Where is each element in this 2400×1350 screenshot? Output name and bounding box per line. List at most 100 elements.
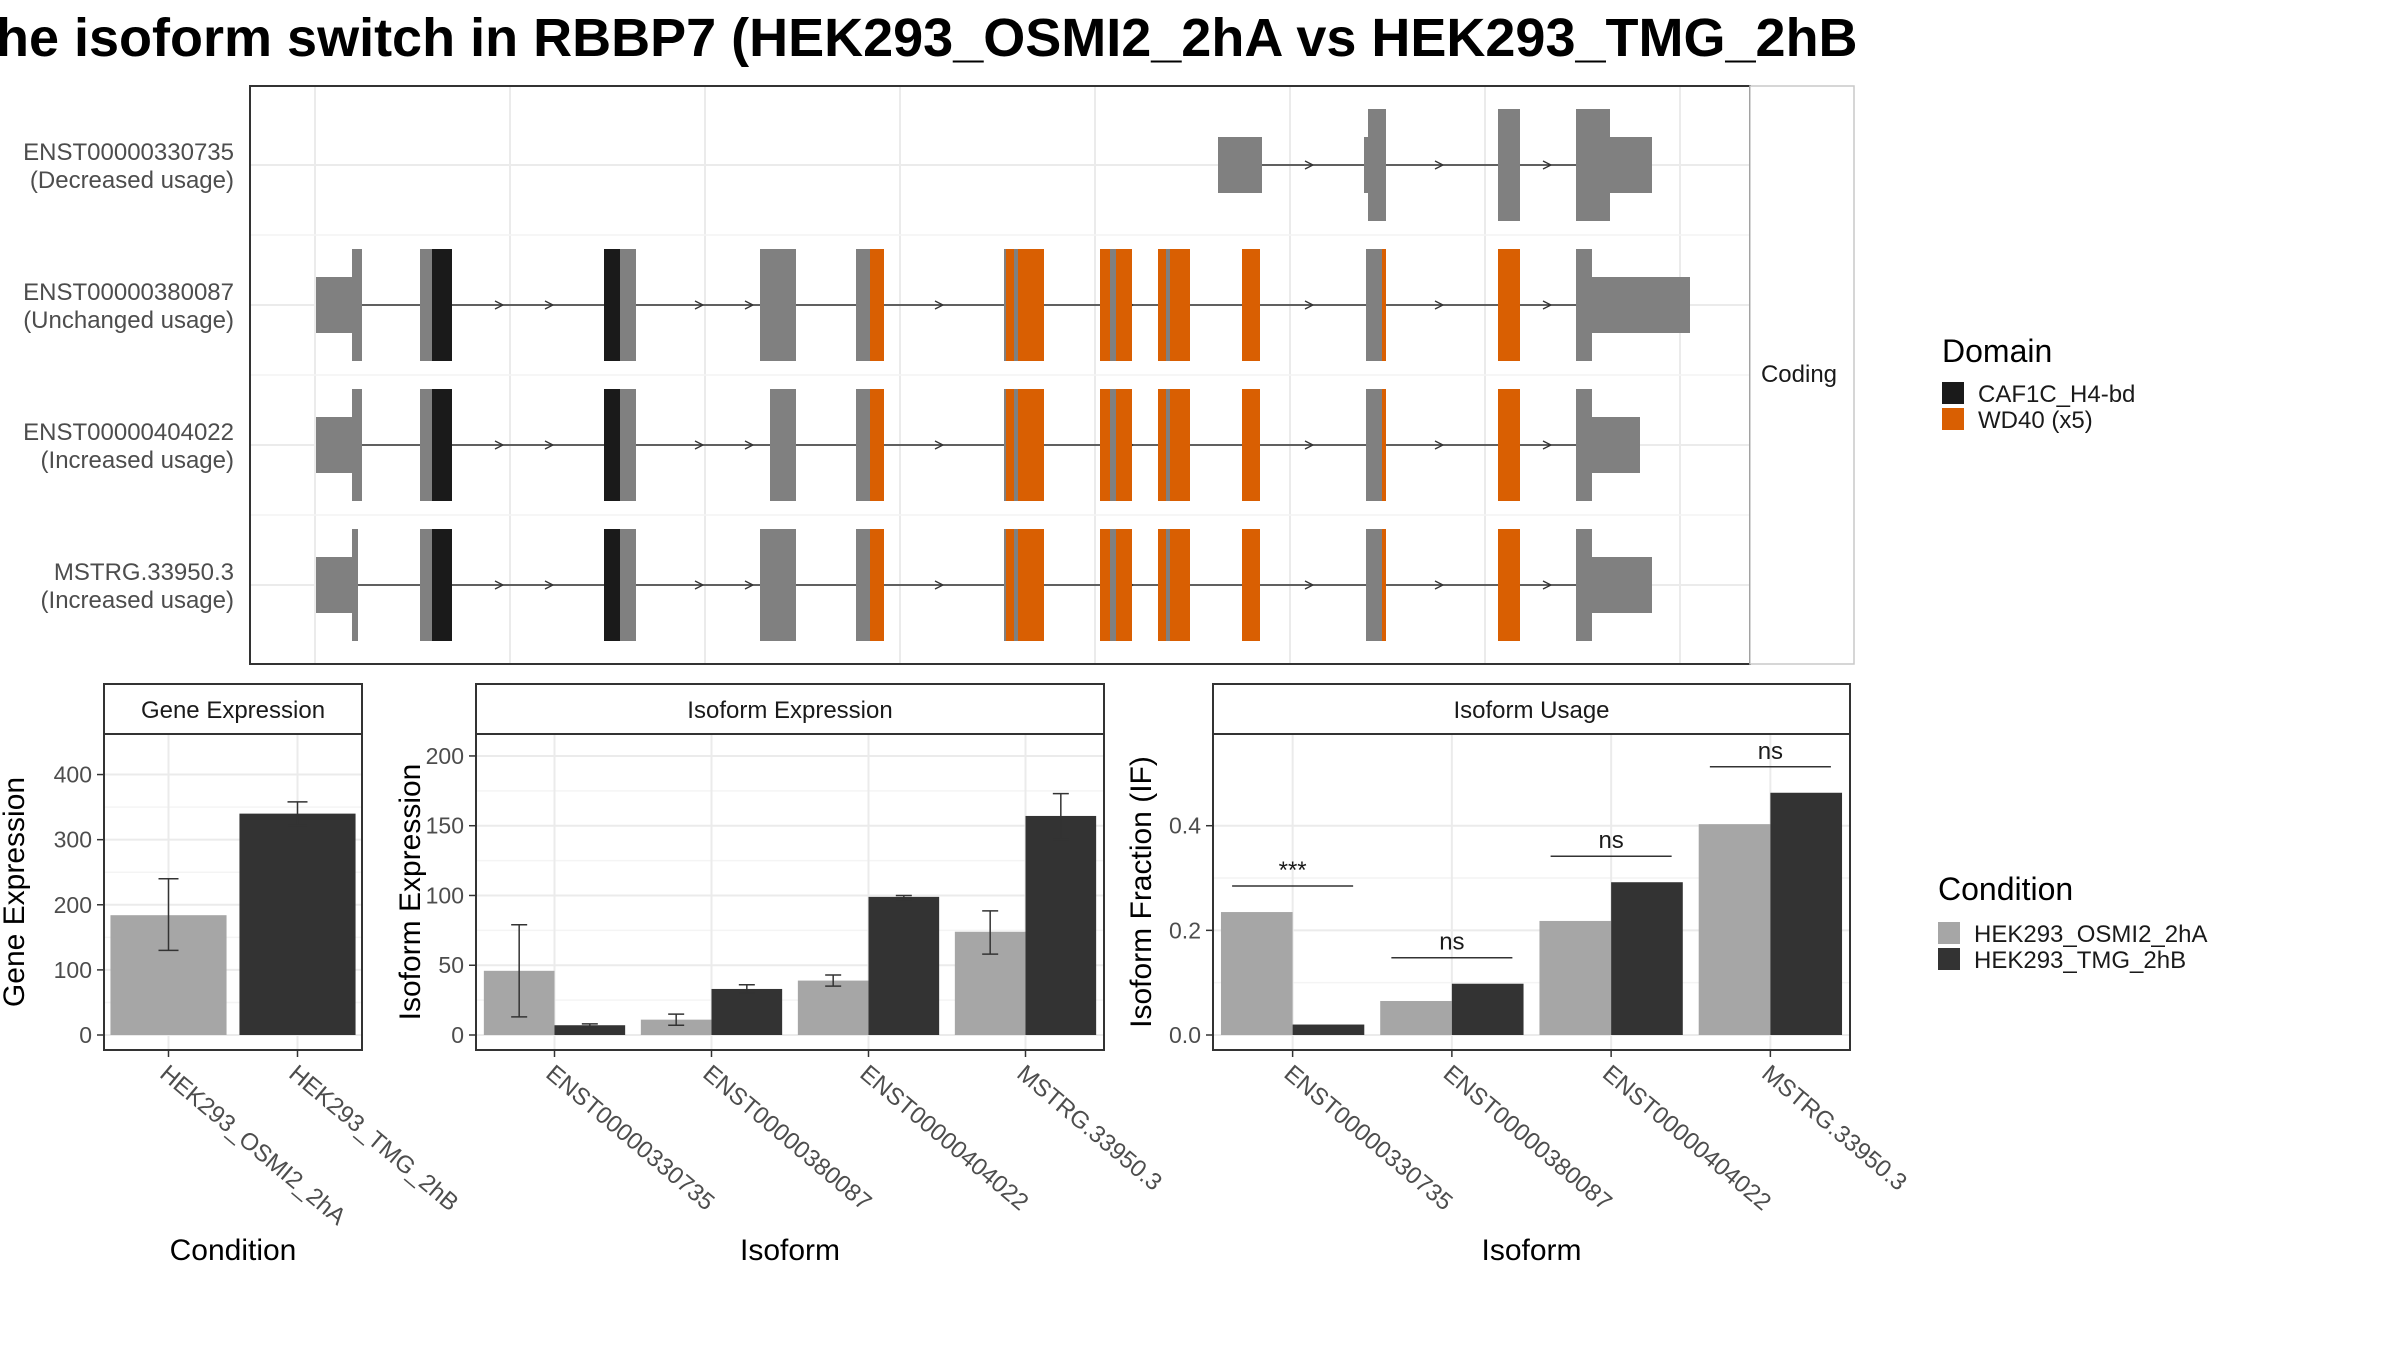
y-tick-label: 200 xyxy=(426,743,464,769)
direction-arrow xyxy=(1542,300,1553,310)
transcript-track xyxy=(1218,109,1652,221)
coding-exon xyxy=(352,249,362,361)
direction-arrow xyxy=(544,580,555,590)
coding-exon xyxy=(1368,109,1378,221)
direction-arrow xyxy=(494,440,505,450)
transcript-label-usage: (Increased usage) xyxy=(41,587,234,614)
wd40-domain-segment xyxy=(1498,249,1520,361)
x-axis-title: Isoform xyxy=(740,1234,840,1267)
wd40-domain-segment xyxy=(1158,389,1166,501)
coding-exon xyxy=(352,529,358,641)
coding-exon xyxy=(1366,389,1386,501)
direction-arrow xyxy=(1542,580,1553,590)
bar xyxy=(1380,1000,1452,1035)
y-tick-label: 400 xyxy=(54,762,92,788)
utr-exon xyxy=(1592,277,1690,333)
wd40-domain-segment xyxy=(1242,249,1260,361)
y-axis-title: Gene Expression xyxy=(0,777,31,1007)
coding-exon xyxy=(1576,389,1592,501)
transcript-label-id: MSTRG.33950.3 xyxy=(54,559,234,586)
transcript-label-usage: (Decreased usage) xyxy=(30,167,234,194)
x-tick-label: ENST00000404022 xyxy=(1597,1060,1776,1216)
direction-arrow xyxy=(1542,440,1553,450)
bar xyxy=(239,813,356,1035)
direction-arrow xyxy=(494,580,505,590)
direction-arrow xyxy=(1434,440,1445,450)
bar xyxy=(797,980,869,1035)
wd40-domain-segment xyxy=(1242,389,1260,501)
coding-exon xyxy=(760,249,796,361)
wd40-domain-segment xyxy=(1170,529,1190,641)
utr-exon xyxy=(1218,137,1262,193)
transcript-track xyxy=(316,249,1690,361)
direction-arrow xyxy=(1542,160,1553,170)
y-tick-label: 50 xyxy=(438,952,464,978)
coding-exon xyxy=(1366,529,1386,641)
transcript-label-usage: (Unchanged usage) xyxy=(23,307,234,334)
wd40-domain-segment xyxy=(1382,249,1386,361)
panel-title: Isoform Usage xyxy=(1453,697,1609,724)
direction-arrow xyxy=(544,440,555,450)
coding-exon xyxy=(760,529,796,641)
legend-label-tmg: HEK293_TMG_2hB xyxy=(1974,947,2186,974)
x-axis-title: Condition xyxy=(170,1234,297,1267)
coding-exon xyxy=(1498,109,1520,221)
transcript-track xyxy=(316,529,1652,641)
direction-arrow xyxy=(934,440,945,450)
wd40-domain-segment xyxy=(1018,389,1044,501)
utr-exon xyxy=(316,277,358,333)
bar xyxy=(1770,792,1843,1035)
x-tick-label: ENST00000404022 xyxy=(855,1060,1034,1216)
isoform-expression-panel: Isoform Expression 0 50 100 150 200 ENST000003… xyxy=(394,683,1167,1267)
structure-panel: Coding ENST00000330735 (Decreased usage)… xyxy=(23,85,1855,665)
bar xyxy=(1539,920,1612,1035)
wd40-domain-segment xyxy=(1158,249,1166,361)
direction-arrow xyxy=(1304,580,1315,590)
y-tick-label: 300 xyxy=(54,827,92,853)
bar xyxy=(1611,882,1683,1035)
direction-arrow xyxy=(1304,440,1315,450)
bar xyxy=(1451,983,1524,1035)
direction-arrow xyxy=(934,580,945,590)
y-tick-label: 0.2 xyxy=(1169,917,1201,943)
facet-strip-coding xyxy=(1749,85,1855,665)
wd40-domain-segment xyxy=(1242,529,1260,641)
wd40-domain-segment xyxy=(1100,529,1110,641)
direction-arrow xyxy=(694,580,705,590)
direction-arrow xyxy=(744,300,755,310)
caf1c-domain-segment xyxy=(432,249,452,361)
bar xyxy=(1220,912,1293,1035)
wd40-domain-segment xyxy=(1158,529,1166,641)
legend-swatch-tmg xyxy=(1938,948,1960,970)
x-axis-title: Isoform xyxy=(1481,1234,1581,1267)
direction-arrow xyxy=(694,300,705,310)
direction-arrow xyxy=(744,440,755,450)
wd40-domain-segment xyxy=(1382,529,1386,641)
utr-exon xyxy=(1364,137,1370,193)
direction-arrow xyxy=(694,440,705,450)
wd40-domain-segment xyxy=(1116,389,1132,501)
coding-exon xyxy=(352,389,362,501)
utr-exon xyxy=(316,557,356,613)
transcript-label-id: ENST00000404022 xyxy=(23,419,234,446)
facet-strip-label: Coding xyxy=(1761,361,1837,388)
wd40-domain-segment xyxy=(1498,529,1520,641)
legend-label-caf1c: CAF1C_H4-bd xyxy=(1978,381,2135,408)
x-tick-label: ENST00000380087 xyxy=(698,1060,877,1216)
wd40-domain-segment xyxy=(1170,389,1190,501)
structure-tracks xyxy=(316,109,1690,641)
y-tick-label: 200 xyxy=(54,892,92,918)
wd40-domain-segment xyxy=(1100,249,1110,361)
x-tick-label: MSTRG.33950.3 xyxy=(1012,1060,1167,1196)
y-axis-title: Isoform Fraction (IF) xyxy=(1125,756,1158,1028)
wd40-domain-segment xyxy=(870,389,884,501)
direction-arrow xyxy=(1434,300,1445,310)
wd40-domain-segment xyxy=(1006,529,1014,641)
y-axis-title: Isoform Expression xyxy=(394,764,427,1021)
x-tick-label: ENST00000330735 xyxy=(541,1060,720,1216)
wd40-domain-segment xyxy=(1498,389,1520,501)
legend-label-osmi2: HEK293_OSMI2_2hA xyxy=(1974,921,2207,948)
direction-arrow xyxy=(1434,580,1445,590)
legend-swatch-osmi2 xyxy=(1938,922,1960,944)
